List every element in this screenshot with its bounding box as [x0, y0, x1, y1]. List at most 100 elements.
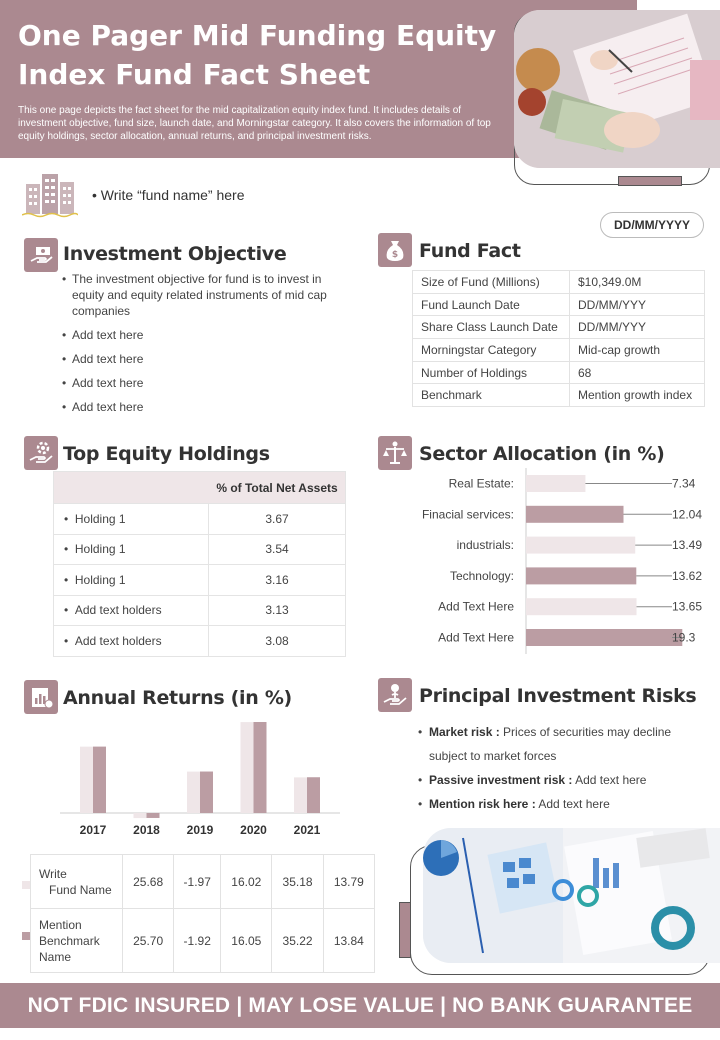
title-line-1: One Pager Mid Funding Equity: [18, 19, 497, 52]
objective-item: Add text here: [62, 375, 332, 391]
table-row: Number of Holdings 68: [412, 360, 705, 385]
returns-year-label: 2021: [294, 823, 321, 837]
fact-value: $10,349.0M: [569, 270, 705, 294]
holdings-column-header: % of Total Net Assets: [216, 480, 338, 495]
legend-benchmark-swatch: [22, 932, 30, 940]
holding-value: 3.54: [265, 542, 289, 557]
returns-bar: [80, 746, 93, 813]
sector-value-label: 13.49: [672, 538, 702, 552]
annual-returns-title: Annual Returns (in %): [63, 687, 292, 709]
returns-year-label: 2020: [240, 823, 267, 837]
hand-money-icon: [24, 238, 58, 272]
hand-gear-icon: [24, 436, 58, 470]
returns-bar: [93, 746, 106, 813]
fact-label: Morningstar Category: [412, 338, 570, 362]
table-row: • Holding 1 3.16: [54, 564, 345, 595]
sector-category-label: Technology:: [450, 569, 514, 583]
investment-objective-title: Investment Objective: [63, 243, 287, 265]
returns-bar: [294, 777, 307, 813]
table-row: • Holding 1 3.54: [54, 533, 345, 564]
sector-category-label: Finacial services:: [422, 507, 514, 521]
holdings-table: % of Total Net Assets • Holding 1 3.67 • …: [53, 471, 346, 657]
report-accent-tab: [399, 902, 411, 958]
returns-bar: [240, 722, 254, 813]
buildings-icon: [22, 174, 78, 218]
fact-label: Fund Launch Date: [412, 292, 570, 317]
fact-value: Mention growth index: [569, 383, 705, 408]
returns-year-label: 2018: [133, 823, 160, 837]
fact-label: Size of Fund (Millions): [412, 270, 570, 294]
returns-bar: [187, 771, 200, 813]
title-line-2: Index Fund Fact Sheet: [18, 58, 371, 91]
sector-value-label: 13.62: [672, 569, 702, 583]
sector-bar: [526, 567, 637, 585]
table-row: Mention Benchmark Name 25.70 -1.92 16.05 3…: [30, 908, 376, 973]
risk-item: Market risk : Prices of securities may d…: [418, 720, 708, 768]
returns-cell: 35.18: [271, 854, 324, 909]
report-photo: [423, 828, 720, 963]
disclaimer-footer: NOT FDIC INSURED | MAY LOSE VALUE | NO B…: [0, 983, 720, 1028]
returns-cell: 16.02: [220, 854, 273, 909]
sector-bar: [526, 475, 586, 492]
objective-item: Add text here: [62, 351, 332, 367]
objective-item: Add text here: [62, 327, 332, 343]
annual-returns-table: Write Fund Name 25.68 -1.97 16.02 35.18 …: [30, 854, 376, 973]
returns-year-label: 2017: [80, 823, 107, 837]
returns-bar: [253, 722, 267, 813]
sector-category-label: industrials:: [457, 538, 514, 552]
fact-value: DD/MM/YYY: [569, 315, 705, 340]
holding-value: 3.67: [265, 511, 289, 526]
holding-name: • Holding 1: [54, 565, 209, 595]
table-row: Fund Launch Date DD/MM/YYY: [412, 292, 705, 317]
annual-returns-chart: 2017 2018 2019 2020 2021: [60, 722, 340, 837]
returns-cell: -1.92: [173, 908, 222, 973]
returns-cell: 25.68: [121, 854, 175, 909]
sector-value-label: 7.34: [672, 477, 696, 491]
scale-person-icon: [378, 436, 412, 470]
holding-name: • Add text holders: [54, 626, 209, 656]
returns-cell: 16.05: [220, 908, 273, 973]
table-row: Benchmark Mention growth index: [412, 383, 705, 408]
returns-cell: 35.22: [271, 908, 324, 973]
sector-bar: [526, 505, 624, 523]
sector-value-label: 13.65: [672, 600, 702, 614]
sector-allocation-title: Sector Allocation (in %): [419, 443, 665, 465]
fund-fact-title: Fund Fact: [419, 240, 521, 262]
sector-allocation-chart: Real Estate: 7.34 Finacial services: 12.04 i…: [422, 468, 702, 654]
holding-name: • Holding 1: [54, 504, 209, 534]
returns-bar: [200, 771, 213, 813]
fact-value: 68: [569, 360, 705, 385]
holding-value: 3.16: [265, 572, 289, 587]
legend-fund-swatch: [22, 881, 30, 889]
holding-name: • Add text holders: [54, 595, 209, 625]
holding-value: 3.13: [265, 603, 289, 618]
top-equity-holdings-title: Top Equity Holdings: [63, 443, 270, 465]
sector-value-label: 19.3: [672, 631, 696, 645]
svg-text:$: $: [392, 250, 398, 260]
sector-category-label: Add Text Here: [438, 631, 514, 645]
table-row: • Add text holders 3.13: [54, 594, 345, 625]
risk-item: Passive investment risk : Add text here: [418, 768, 708, 792]
fund-fact-table: Size of Fund (Millions) $10,349.0M Fund L…: [412, 270, 705, 408]
date-badge: DD/MM/YYYY: [600, 212, 704, 238]
fund-name-row: • Write “fund name” here: [22, 172, 244, 218]
table-row: Morningstar Category Mid-cap growth: [412, 338, 705, 362]
sector-category-label: Real Estate:: [449, 477, 514, 491]
returns-bar: [146, 813, 160, 818]
investment-objective-list: The investment objective for fund is to …: [62, 271, 332, 415]
sector-bar: [526, 629, 683, 646]
sector-category-label: Add Text Here: [438, 600, 514, 614]
page-description: This one page depicts the fact sheet for…: [18, 105, 491, 142]
table-row: Size of Fund (Millions) $10,349.0M: [412, 270, 705, 294]
money-bag-icon: $: [378, 233, 412, 267]
corner-spacer: [637, 0, 720, 10]
table-row: Write Fund Name 25.68 -1.97 16.02 35.18 …: [30, 854, 376, 909]
returns-bar: [133, 813, 147, 819]
fact-value: DD/MM/YYY: [569, 292, 705, 317]
sector-bar: [526, 598, 637, 616]
holding-name: • Holding 1: [54, 534, 209, 564]
sector-bar: [526, 536, 636, 554]
returns-row-label: Mention Benchmark Name: [30, 908, 123, 973]
returns-cell: 25.70: [121, 908, 175, 973]
sector-value-label: 12.04: [672, 507, 702, 521]
